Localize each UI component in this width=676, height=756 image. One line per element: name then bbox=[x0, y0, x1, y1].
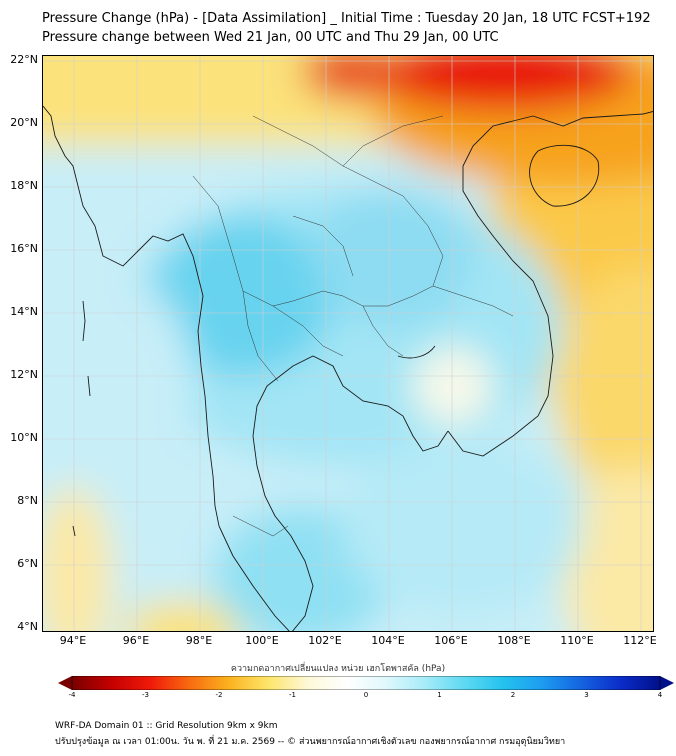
colorbar-tick-label: 1 bbox=[437, 691, 442, 699]
lon-label: 104°E bbox=[371, 634, 405, 647]
lat-label: 4°N bbox=[17, 620, 38, 633]
colorbar-tick-label: -3 bbox=[142, 691, 149, 699]
footer-credit: ปรับปรุงข้อมูล ณ เวลา 01:00น. วัน พ. ที่… bbox=[55, 737, 566, 747]
colorbar-title: ความกดอากาศเปลี่ยนแปลง หน่วย เฮกโตพาสคัล… bbox=[230, 664, 446, 674]
lat-label: 10°N bbox=[10, 431, 38, 444]
lon-label: 110°E bbox=[560, 634, 594, 647]
colorbar-tick-label: 2 bbox=[510, 691, 516, 699]
colorbar-high-arrow bbox=[660, 676, 674, 690]
colorbar-low-arrow bbox=[58, 676, 72, 690]
lat-label: 14°N bbox=[10, 305, 38, 318]
colorbar-tick-label: -4 bbox=[68, 691, 76, 699]
colorbar-tick-label: 4 bbox=[657, 691, 663, 699]
coastlines bbox=[43, 105, 653, 631]
colorbar-tick-label: 0 bbox=[363, 691, 369, 699]
lon-label: 94°E bbox=[59, 634, 87, 647]
lat-label: 8°N bbox=[17, 494, 38, 507]
lon-label: 106°E bbox=[434, 634, 468, 647]
borders bbox=[192, 115, 514, 537]
graticule bbox=[43, 56, 653, 631]
lat-label: 22°N bbox=[10, 53, 38, 66]
lon-label: 112°E bbox=[623, 634, 657, 647]
lon-label: 96°E bbox=[122, 634, 150, 647]
colorbar bbox=[58, 676, 674, 690]
colorbar-gradient bbox=[72, 676, 660, 690]
map-title: Pressure Change (hPa) - [Data Assimilati… bbox=[42, 11, 651, 26]
map-subtitle: Pressure change between Wed 21 Jan, 00 U… bbox=[42, 30, 499, 45]
map-panel bbox=[42, 55, 654, 632]
colorbar-tick-label: -1 bbox=[289, 691, 296, 699]
lon-label: 108°E bbox=[497, 634, 531, 647]
colorbar-tick-label: 3 bbox=[584, 691, 589, 699]
lat-label: 6°N bbox=[17, 557, 38, 570]
footer-model-info: WRF-DA Domain 01 :: Grid Resolution 9km … bbox=[55, 721, 278, 731]
pressure-change-map bbox=[43, 56, 653, 631]
lat-label: 18°N bbox=[10, 179, 38, 192]
colorbar-tick-label: -2 bbox=[215, 691, 223, 699]
lat-label: 20°N bbox=[10, 116, 38, 129]
lat-label: 16°N bbox=[10, 242, 38, 255]
lon-label: 98°E bbox=[185, 634, 213, 647]
lat-label: 12°N bbox=[10, 368, 38, 381]
pressure-field bbox=[43, 56, 653, 631]
strong-rise-zone bbox=[373, 56, 633, 111]
lon-label: 102°E bbox=[308, 634, 342, 647]
lon-label: 100°E bbox=[245, 634, 279, 647]
